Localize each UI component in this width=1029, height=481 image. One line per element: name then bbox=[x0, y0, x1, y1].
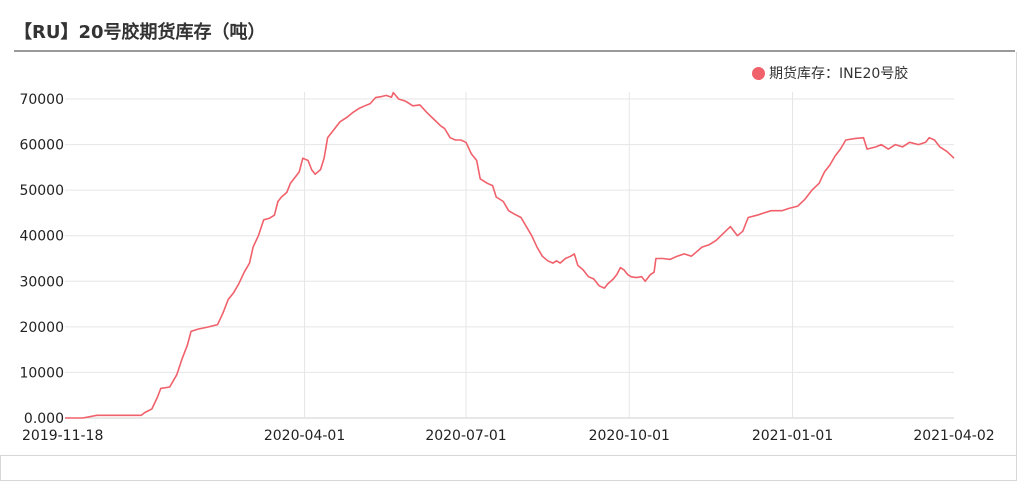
x-tick-label: 2020-10-01 bbox=[589, 428, 670, 444]
x-tick-label: 2019-11-18 bbox=[22, 428, 103, 444]
x-tick-label: 2020-07-01 bbox=[425, 428, 506, 444]
x-axis: 2019-11-18 2020-04-01 2020-07-01 2020-10-01… bbox=[22, 428, 995, 444]
series-line bbox=[65, 91, 955, 419]
line-chart: 0.000 10000 20000 30000 40000 50000 60000 70000… bbox=[19, 91, 995, 444]
y-tick-label: 30000 bbox=[19, 274, 64, 290]
y-tick-label: 50000 bbox=[19, 183, 64, 199]
data-zoom-area[interactable] bbox=[0, 455, 1017, 481]
y-tick-label: 40000 bbox=[19, 229, 64, 245]
series-layer bbox=[65, 91, 955, 419]
x-tick-label: 2021-01-01 bbox=[752, 428, 833, 444]
grid-lines bbox=[65, 92, 954, 419]
legend-label: 期货库存：INE20号胶 bbox=[769, 66, 909, 82]
y-tick-label: 20000 bbox=[19, 320, 64, 336]
x-tick-label: 2020-04-01 bbox=[264, 428, 345, 444]
y-axis: 0.000 10000 20000 30000 40000 50000 60000 70000 bbox=[19, 92, 64, 427]
chart-header: 【RU】20号胶期货库存（吨） bbox=[0, 0, 1029, 52]
x-tick-label: 2021-04-02 bbox=[913, 428, 994, 444]
y-tick-label: 60000 bbox=[19, 138, 64, 154]
y-tick-label: 10000 bbox=[19, 365, 64, 381]
legend[interactable]: 期货库存：INE20号胶 bbox=[752, 64, 908, 82]
legend-marker-icon bbox=[752, 66, 765, 80]
chart-panel bbox=[0, 52, 1017, 455]
header-divider bbox=[14, 50, 1015, 52]
y-tick-label: 0.000 bbox=[24, 411, 64, 427]
page-title: 【RU】20号胶期货库存（吨） bbox=[14, 22, 266, 43]
y-tick-label: 70000 bbox=[19, 92, 64, 108]
